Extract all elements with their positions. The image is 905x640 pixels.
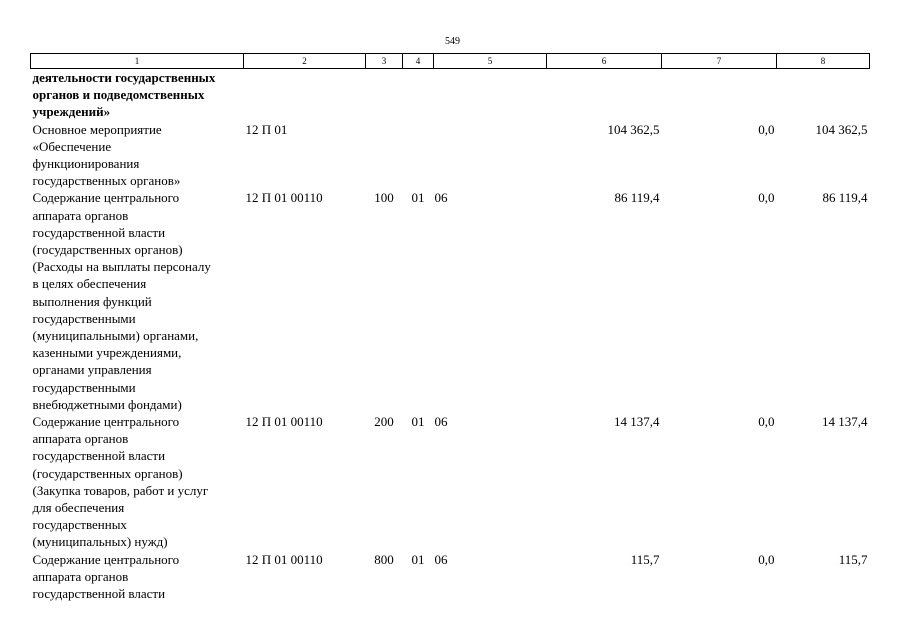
row-code-cell: 12 П 01 xyxy=(245,121,288,137)
row-vr-cell: 200 xyxy=(374,414,394,430)
row-vr-cell: 800 xyxy=(374,551,394,567)
table-row: деятельности государственных органов и п… xyxy=(31,69,870,121)
row-rz-cell: 01 xyxy=(411,551,425,567)
column-header: 1 xyxy=(30,53,244,69)
row-rz-cell xyxy=(403,121,434,190)
row-col7-value: 0,0 xyxy=(758,414,775,430)
row-vr-cell: 100 xyxy=(374,190,394,206)
row-col6-value: 86 119,4 xyxy=(614,190,660,206)
row-name-cell: деятельности государственных органов и п… xyxy=(32,70,216,120)
column-header: 4 xyxy=(402,53,434,69)
row-name-cell: Содержание центрального аппарата органов… xyxy=(32,551,180,602)
row-col6-value: 104 362,5 xyxy=(607,121,660,137)
row-col6-value: 14 137,4 xyxy=(614,414,660,430)
table-row: Содержание центрального аппарата органов… xyxy=(31,413,870,551)
column-header: 2 xyxy=(243,53,366,69)
row-col7-value: 0,0 xyxy=(758,551,775,567)
row-col7-value: 0,0 xyxy=(758,121,775,137)
column-header: 8 xyxy=(776,53,870,69)
page-number: 549 xyxy=(445,36,460,47)
column-header: 3 xyxy=(365,53,403,69)
row-code-cell: 12 П 01 00110 xyxy=(245,414,323,430)
table-body: деятельности государственных органов и п… xyxy=(31,69,870,603)
row-code-cell: 12 П 01 00110 xyxy=(245,190,323,206)
row-col8-value: 115,7 xyxy=(838,551,868,567)
row-col8-value xyxy=(777,69,870,121)
row-vr-cell xyxy=(366,69,403,121)
row-pr-cell: 06 xyxy=(434,190,448,206)
row-code-cell: 12 П 01 00110 xyxy=(245,551,323,567)
row-col7-value xyxy=(662,69,777,121)
row-vr-cell xyxy=(366,121,403,190)
table-row: Содержание центрального аппарата органов… xyxy=(31,189,870,413)
column-header: 6 xyxy=(546,53,662,69)
row-pr-cell xyxy=(434,121,547,190)
row-col8-value: 86 119,4 xyxy=(822,190,868,206)
row-col8-value: 104 362,5 xyxy=(815,121,868,137)
table-row: Основное мероприятие «Обеспечение функци… xyxy=(31,121,870,190)
row-col8-value: 14 137,4 xyxy=(822,414,868,430)
row-col6-value: 115,7 xyxy=(630,551,660,567)
row-pr-cell: 06 xyxy=(434,551,448,567)
row-pr-cell: 06 xyxy=(434,414,448,430)
row-name-cell: Содержание центрального аппарата органов… xyxy=(32,190,211,412)
budget-table: 1 2 3 4 5 6 7 8 деятельности государстве… xyxy=(30,53,870,602)
row-rz-cell: 01 xyxy=(411,190,425,206)
row-code-cell xyxy=(244,69,366,121)
row-rz-cell xyxy=(403,69,434,121)
column-header: 7 xyxy=(661,53,777,69)
row-col6-value xyxy=(547,69,662,121)
column-header: 5 xyxy=(433,53,547,69)
row-col7-value: 0,0 xyxy=(758,190,775,206)
row-name-cell: Основное мероприятие «Обеспечение функци… xyxy=(32,121,181,189)
row-rz-cell: 01 xyxy=(411,414,425,430)
column-number-header: 1 2 3 4 5 6 7 8 xyxy=(30,53,870,69)
row-name-cell: Содержание центрального аппарата органов… xyxy=(32,414,209,550)
table-row: Содержание центрального аппарата органов… xyxy=(31,551,870,603)
row-pr-cell xyxy=(434,69,547,121)
